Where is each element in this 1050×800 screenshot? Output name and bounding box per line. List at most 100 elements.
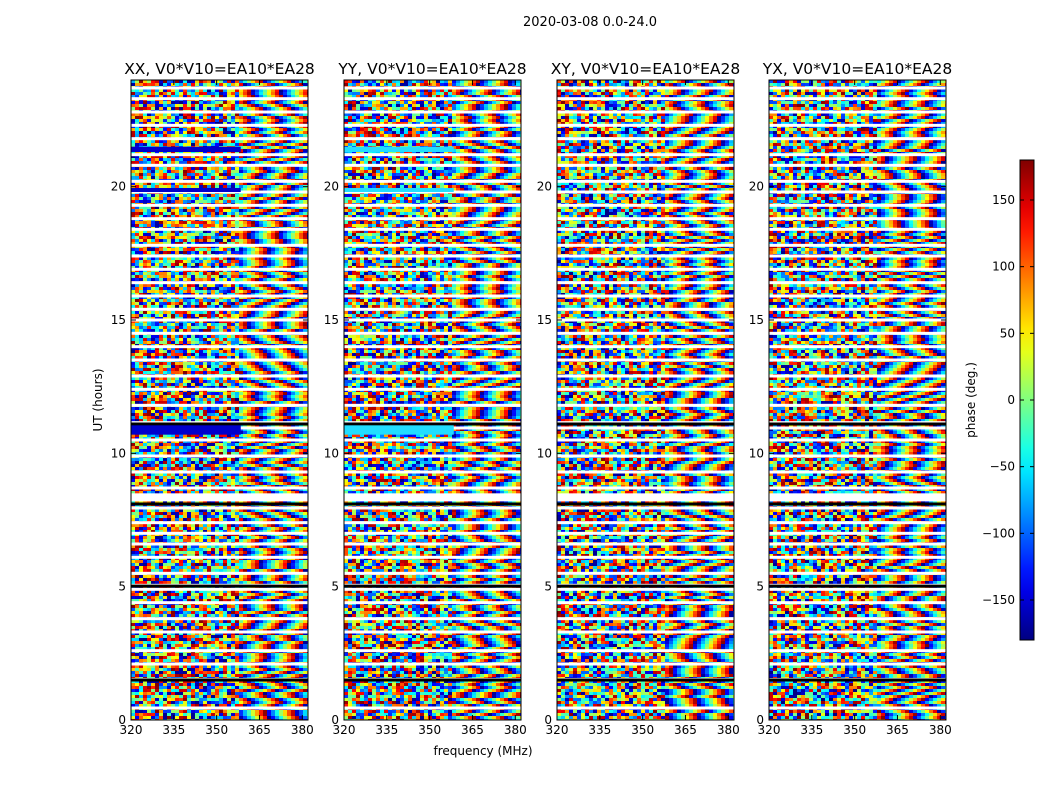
y-tick-label: 15 (749, 313, 764, 327)
flagged-row (557, 587, 734, 591)
flagged-row (344, 542, 521, 546)
flagged-row (344, 601, 521, 605)
black-row (557, 422, 734, 426)
x-tick-label: 350 (843, 723, 866, 737)
flagged-row (769, 387, 946, 391)
phase-band (131, 146, 241, 152)
flagged-row (557, 438, 734, 442)
flagged-row (131, 137, 308, 141)
flagged-row (557, 217, 734, 221)
flagged-row (131, 294, 308, 298)
black-row (557, 502, 734, 506)
flagged-row (131, 587, 308, 591)
x-tick-label: 350 (205, 723, 228, 737)
flagged-row (769, 587, 946, 591)
flagged-row (769, 227, 946, 231)
flagged-row (344, 706, 521, 710)
y-tick-label: 5 (544, 580, 552, 594)
flagged-row (769, 153, 946, 157)
flagged-row (557, 345, 734, 349)
y-tick-label: 15 (324, 313, 339, 327)
flagged-row (557, 307, 734, 311)
flagged-row (557, 706, 734, 710)
flagged-row (557, 267, 734, 271)
flagged-row (557, 331, 734, 335)
flagged-row (344, 345, 521, 349)
phase-band (131, 188, 241, 192)
flagged-row (131, 403, 308, 407)
flagged-row (344, 521, 521, 525)
flagged-row (769, 470, 946, 474)
colorbar: 150 100 50 0 −50 −100 −150 (982, 159, 1035, 641)
flagged-row (769, 318, 946, 322)
black-row (344, 678, 521, 682)
flagged-row (344, 486, 521, 490)
flagged-row (131, 254, 308, 258)
x-tick-label: 380 (291, 723, 314, 737)
flagged-row (769, 403, 946, 407)
flagged-row (131, 163, 308, 167)
flagged-row (769, 555, 946, 559)
x-axis-label: frequency (MHz) (433, 744, 532, 758)
flagged-row (769, 601, 946, 605)
panel-xx: XX, V0*V10=EA10*EA28 320 335 350 365 380 0 5 10 1… (111, 60, 315, 737)
flagged-row (131, 649, 308, 653)
flagged-row (769, 454, 946, 458)
x-tick-label: 365 (248, 723, 271, 737)
black-row (344, 584, 521, 588)
flagged-row (131, 281, 308, 285)
flagged-row (344, 97, 521, 101)
flagged-row (344, 387, 521, 391)
x-tick-label: 320 (120, 723, 143, 737)
flagged-row (557, 123, 734, 127)
phase-band (344, 425, 454, 435)
flagged-row (557, 617, 734, 621)
x-tick-label: 365 (886, 723, 909, 737)
flagged-row (131, 454, 308, 458)
x-tick-label: 350 (418, 723, 441, 737)
flagged-gap (769, 493, 946, 502)
flagged-row (344, 281, 521, 285)
flagged-row (131, 110, 308, 114)
colorbar-tick-label: 50 (1000, 326, 1015, 340)
flagged-row (344, 470, 521, 474)
flagged-gap (557, 493, 734, 502)
flagged-row (769, 506, 946, 510)
x-tick-label: 320 (333, 723, 356, 737)
panel-frame (768, 79, 947, 721)
panels: XX, V0*V10=EA10*EA28 320 335 350 365 380 0 5 10 1… (111, 60, 953, 737)
flagged-row (131, 331, 308, 335)
flagged-row (557, 358, 734, 362)
y-tick-label: 20 (111, 180, 126, 194)
flagged-row (769, 649, 946, 653)
panel-yy: YY, V0*V10=EA10*EA28 320 335 350 365 380 0 5 10 1… (324, 60, 527, 737)
flagged-row (131, 153, 308, 157)
flagged-row (344, 506, 521, 510)
flagged-row (344, 123, 521, 127)
y-tick-label: 0 (756, 713, 764, 727)
flagged-row (769, 163, 946, 167)
flagged-row (344, 531, 521, 535)
flagged-row (131, 506, 308, 510)
flagged-row (769, 521, 946, 525)
flagged-row (131, 521, 308, 525)
flagged-row (557, 243, 734, 247)
panel-frame (556, 79, 735, 721)
flagged-row (557, 163, 734, 167)
colorbar-label: phase (deg.) (964, 362, 978, 438)
flagged-row (769, 203, 946, 207)
y-tick-label: 15 (537, 313, 552, 327)
x-tick-label: 320 (758, 723, 781, 737)
panel-title: XY, V0*V10=EA10*EA28 (551, 60, 740, 78)
flagged-row (557, 374, 734, 378)
y-tick-label: 10 (111, 446, 126, 460)
flagged-row (131, 243, 308, 247)
flagged-row (131, 179, 308, 183)
flagged-row (769, 179, 946, 183)
flagged-row (769, 706, 946, 710)
flagged-row (344, 649, 521, 653)
colorbar-tick-label: 0 (1007, 393, 1015, 407)
flagged-row (557, 179, 734, 183)
flagged-row (769, 190, 946, 194)
colorbar-tick-label: 100 (992, 260, 1015, 274)
